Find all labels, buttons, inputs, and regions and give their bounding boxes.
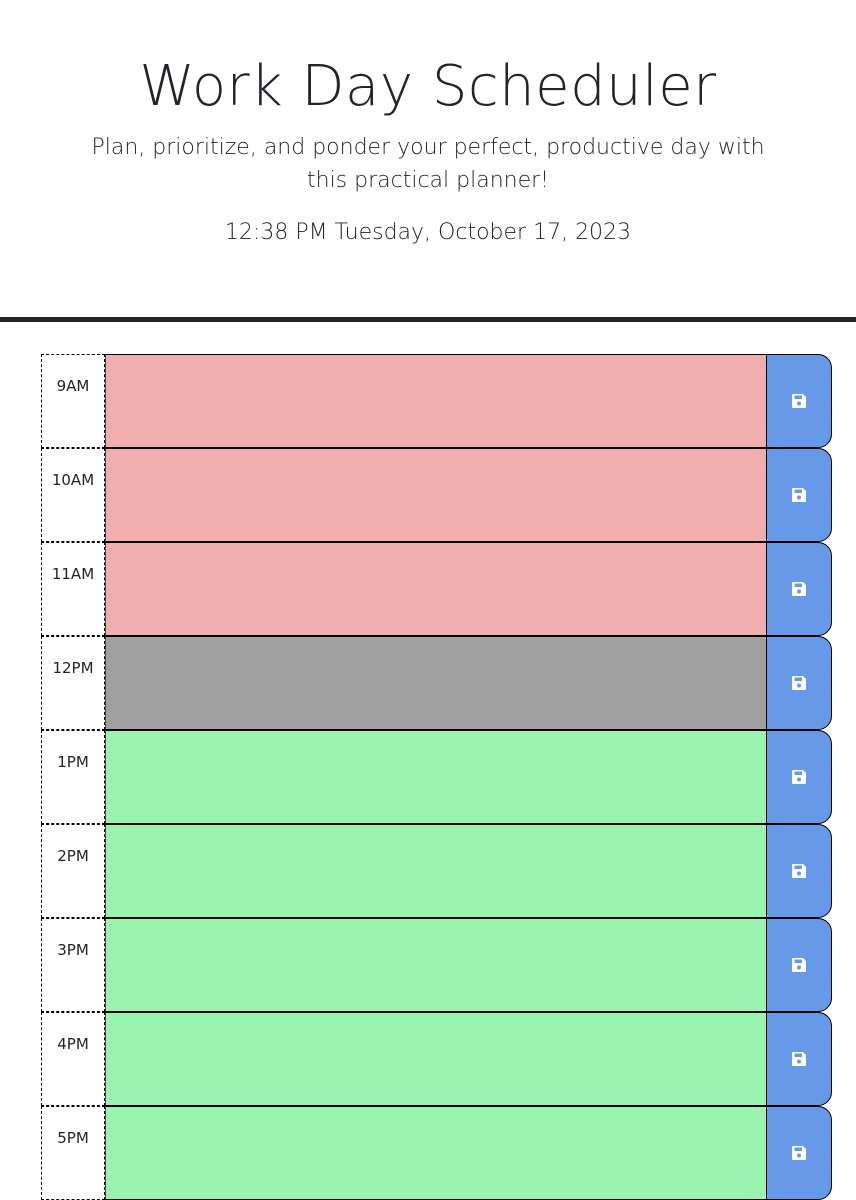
floppy-disk-icon — [791, 1145, 807, 1161]
hour-label: 9AM — [41, 354, 105, 448]
header: Work Day Scheduler Plan, prioritize, and… — [0, 0, 856, 322]
floppy-disk-icon — [791, 1051, 807, 1067]
time-block-row: 3PM — [41, 918, 832, 1012]
save-button[interactable] — [766, 1106, 832, 1200]
schedule-container: 9AM 10AM 11AM 12PM 1PM 2PM 3PM 4PM 5PM — [41, 354, 832, 1200]
event-description-input[interactable] — [105, 542, 767, 636]
event-description-input[interactable] — [105, 1012, 767, 1106]
save-button[interactable] — [766, 824, 832, 918]
hour-label: 10AM — [41, 448, 105, 542]
current-day: 12:38 PM Tuesday, October 17, 2023 — [224, 220, 632, 245]
time-block-row: 10AM — [41, 448, 832, 542]
save-button[interactable] — [766, 542, 832, 636]
floppy-disk-icon — [791, 863, 807, 879]
event-description-input[interactable] — [105, 448, 767, 542]
floppy-disk-icon — [791, 393, 807, 409]
floppy-disk-icon — [791, 957, 807, 973]
time-block-row: 2PM — [41, 824, 832, 918]
save-button[interactable] — [766, 1012, 832, 1106]
save-button[interactable] — [766, 448, 832, 542]
time-block-row: 5PM — [41, 1106, 832, 1200]
time-block-row: 9AM — [41, 354, 832, 448]
floppy-disk-icon — [791, 675, 807, 691]
event-description-input[interactable] — [105, 918, 767, 1012]
save-button[interactable] — [766, 354, 832, 448]
event-description-input[interactable] — [105, 354, 767, 448]
save-button[interactable] — [766, 636, 832, 730]
hour-label: 2PM — [41, 824, 105, 918]
page-subtitle: Plan, prioritize, and ponder your perfec… — [91, 135, 765, 193]
time-block-row: 12PM — [41, 636, 832, 730]
floppy-disk-icon — [791, 487, 807, 503]
page-title: Work Day Scheduler — [139, 54, 717, 119]
hour-label: 1PM — [41, 730, 105, 824]
save-button[interactable] — [766, 918, 832, 1012]
event-description-input[interactable] — [105, 1106, 767, 1200]
save-button[interactable] — [766, 730, 832, 824]
hour-label: 12PM — [41, 636, 105, 730]
time-block-row: 4PM — [41, 1012, 832, 1106]
event-description-input[interactable] — [105, 636, 767, 730]
hour-label: 11AM — [41, 542, 105, 636]
hour-label: 3PM — [41, 918, 105, 1012]
hour-label: 5PM — [41, 1106, 105, 1200]
floppy-disk-icon — [791, 581, 807, 597]
time-block-row: 11AM — [41, 542, 832, 636]
event-description-input[interactable] — [105, 730, 767, 824]
event-description-input[interactable] — [105, 824, 767, 918]
floppy-disk-icon — [791, 769, 807, 785]
hour-label: 4PM — [41, 1012, 105, 1106]
time-block-row: 1PM — [41, 730, 832, 824]
